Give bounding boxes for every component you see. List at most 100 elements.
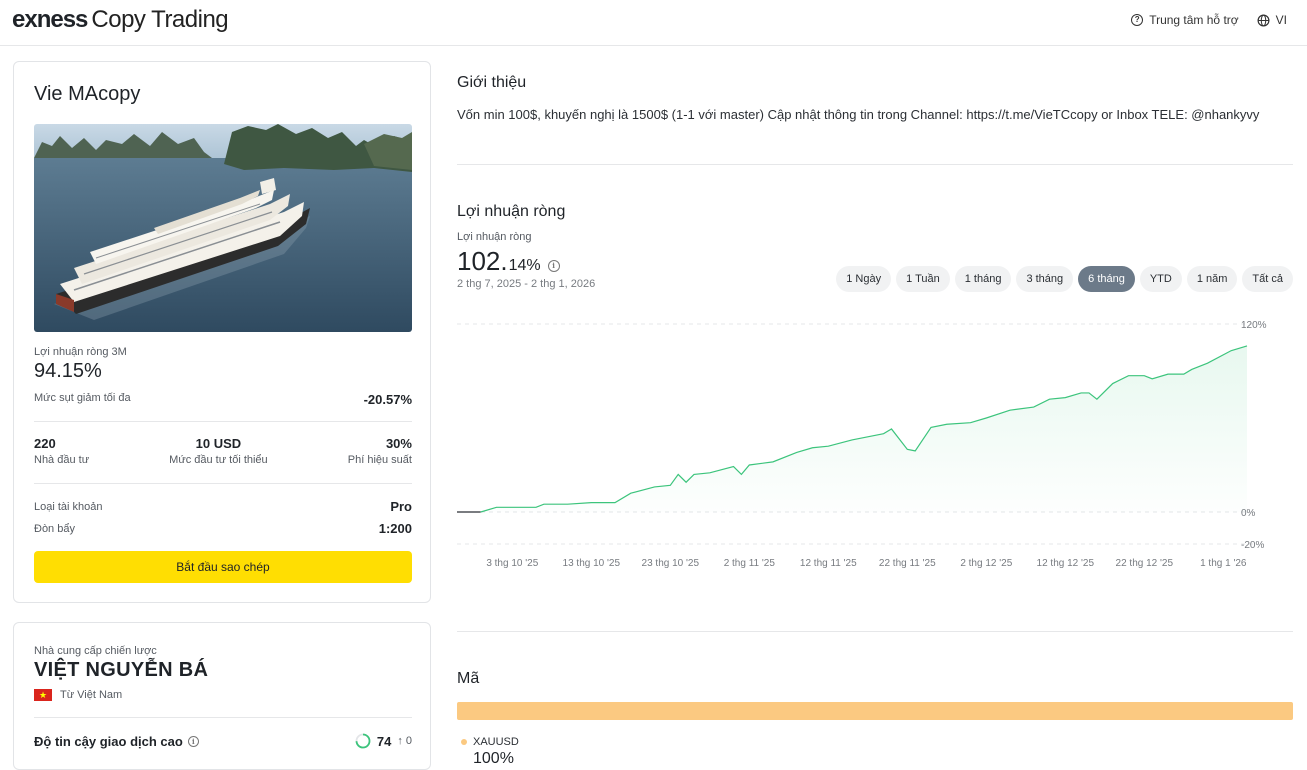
language-label: VI	[1275, 13, 1287, 27]
data-point	[1095, 398, 1098, 401]
data-point	[827, 445, 830, 448]
fee-stat: 30% Phí hiệu suất	[348, 436, 412, 466]
divider	[457, 631, 1293, 632]
data-point	[811, 446, 814, 449]
net-profit-range: 2 thg 7, 2025 - 2 thg 1, 2026	[457, 278, 596, 290]
data-point	[740, 473, 743, 476]
data-point	[1048, 398, 1051, 401]
symbol-name: XAUUSD	[473, 736, 519, 748]
net-profit-chart: 120% 0% -20% 3 thg 10 '25 13 thg 10 '25 23 th…	[457, 320, 1267, 569]
data-point	[1151, 377, 1154, 380]
data-point	[882, 432, 885, 435]
drawdown-label: Mức sụt giảm tối đa	[34, 392, 131, 404]
trust-delta: ↑ 0	[397, 735, 412, 747]
data-point	[708, 471, 711, 474]
data-point	[985, 417, 988, 420]
arrow-up-icon: ↑	[397, 735, 406, 747]
data-point	[495, 506, 498, 509]
key-stats: 220 Nhà đầu tư 10 USD Mức đầu tư tối thi…	[34, 436, 412, 466]
data-point	[1088, 391, 1091, 394]
divider	[457, 164, 1293, 165]
data-point	[1127, 374, 1130, 377]
data-point	[851, 438, 854, 441]
fee-value: 30%	[385, 436, 412, 451]
investors-value: 220	[34, 436, 56, 451]
trust-score-group: 74 ↑ 0	[355, 733, 412, 749]
start-copy-button[interactable]: Bắt đầu sao chép	[34, 551, 412, 583]
provider-country: ★ Từ Việt Nam	[34, 689, 122, 701]
leverage-row: Đòn bẩy 1:200	[34, 521, 412, 536]
strategy-card: Vie MAcopy	[13, 61, 431, 603]
vietnam-flag-icon: ★	[34, 689, 52, 701]
globe-icon	[1257, 14, 1270, 26]
data-point	[914, 449, 917, 452]
data-point	[479, 511, 482, 514]
data-point	[1111, 382, 1114, 385]
period-pill[interactable]: YTD	[1139, 266, 1182, 292]
data-point	[969, 421, 972, 424]
code-title: Mã	[457, 670, 480, 687]
data-point	[906, 448, 909, 451]
period-pill[interactable]: 1 năm	[1186, 266, 1238, 292]
strategy-cover-image	[34, 124, 412, 332]
data-point	[945, 423, 948, 426]
top-bar: exness Copy Trading ? Trung tâm hỗ trợ VI	[0, 0, 1307, 46]
data-point	[1032, 406, 1035, 409]
x-tick-label: 2 thg 11 '25	[724, 558, 776, 569]
language-selector[interactable]: VI	[1257, 13, 1287, 27]
data-point	[1143, 374, 1146, 377]
net-profit-title: Lợi nhuận ròng	[457, 203, 566, 220]
provider-card: Nhà cung cấp chiến lược VIỆT NGUYỄN BÁ ★…	[13, 622, 431, 770]
net-profit-small-label: Lợi nhuận ròng	[457, 231, 532, 243]
data-point	[1167, 373, 1170, 376]
symbol-legend: XAUUSD	[461, 736, 519, 748]
x-tick-label: 12 thg 12 '25	[1037, 558, 1095, 569]
data-point	[1009, 409, 1012, 412]
divider	[34, 717, 412, 718]
logo[interactable]: exness Copy Trading	[12, 6, 229, 34]
net-profit-value: 102. 14% i	[457, 246, 560, 277]
x-tick-label: 12 thg 11 '25	[800, 558, 857, 569]
data-point	[653, 485, 656, 488]
data-point	[1246, 344, 1249, 347]
data-point	[685, 481, 688, 484]
x-tick-label: 2 thg 12 '25	[960, 558, 1012, 569]
period-pill[interactable]: Tất cả	[1242, 266, 1293, 292]
data-point	[748, 464, 751, 467]
data-point	[590, 501, 593, 504]
data-point	[566, 503, 569, 506]
period-pill[interactable]: 1 Tuần	[896, 266, 950, 292]
trust-gauge-icon	[355, 733, 371, 749]
account-type-value: Pro	[390, 499, 412, 514]
brand-wordmark: exness	[12, 6, 88, 33]
symbol-color-dot	[461, 739, 467, 745]
provider-label: Nhà cung cấp chiến lược	[34, 645, 157, 657]
x-tick-label: 22 thg 12 '25	[1116, 558, 1174, 569]
help-center-link[interactable]: ? Trung tâm hỗ trợ	[1131, 13, 1239, 27]
symbol-allocation-bar	[457, 702, 1293, 720]
trust-delta-value: 0	[405, 735, 412, 747]
period-selector: 1 Ngày 1 Tuần 1 tháng 3 tháng 6 tháng YTD 1 nă…	[836, 266, 1293, 292]
info-icon[interactable]: i	[187, 735, 199, 747]
divider	[34, 421, 412, 422]
y-tick-label: 120%	[1241, 320, 1267, 331]
data-point	[1182, 373, 1185, 376]
info-icon[interactable]: i	[547, 259, 560, 272]
period-pill[interactable]: 1 Ngày	[836, 266, 892, 292]
min-invest-stat: 10 USD Mức đầu tư tối thiểu	[169, 436, 268, 466]
data-point	[693, 473, 696, 476]
data-point	[542, 503, 545, 506]
x-tick-label: 3 thg 10 '25	[486, 558, 538, 569]
trust-row: Độ tin cậy giao dịch cao i 74 ↑ 0	[34, 733, 412, 749]
data-point	[614, 501, 617, 504]
period-pill[interactable]: 6 tháng	[1078, 266, 1135, 292]
data-point	[669, 484, 672, 487]
profit-3m-label: Lợi nhuận ròng 3M	[34, 346, 127, 358]
period-pill[interactable]: 3 tháng	[1016, 266, 1074, 292]
account-type-row: Loại tài khoản Pro	[34, 499, 412, 514]
data-point	[890, 427, 893, 430]
period-pill[interactable]: 1 tháng	[954, 266, 1012, 292]
strategy-title: Vie MAcopy	[34, 83, 141, 105]
top-right-nav: ? Trung tâm hỗ trợ VI	[1131, 13, 1287, 27]
provider-name[interactable]: VIỆT NGUYỄN BÁ	[34, 659, 209, 681]
